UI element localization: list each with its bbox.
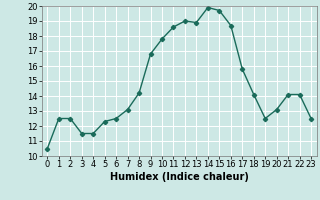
- X-axis label: Humidex (Indice chaleur): Humidex (Indice chaleur): [110, 172, 249, 182]
